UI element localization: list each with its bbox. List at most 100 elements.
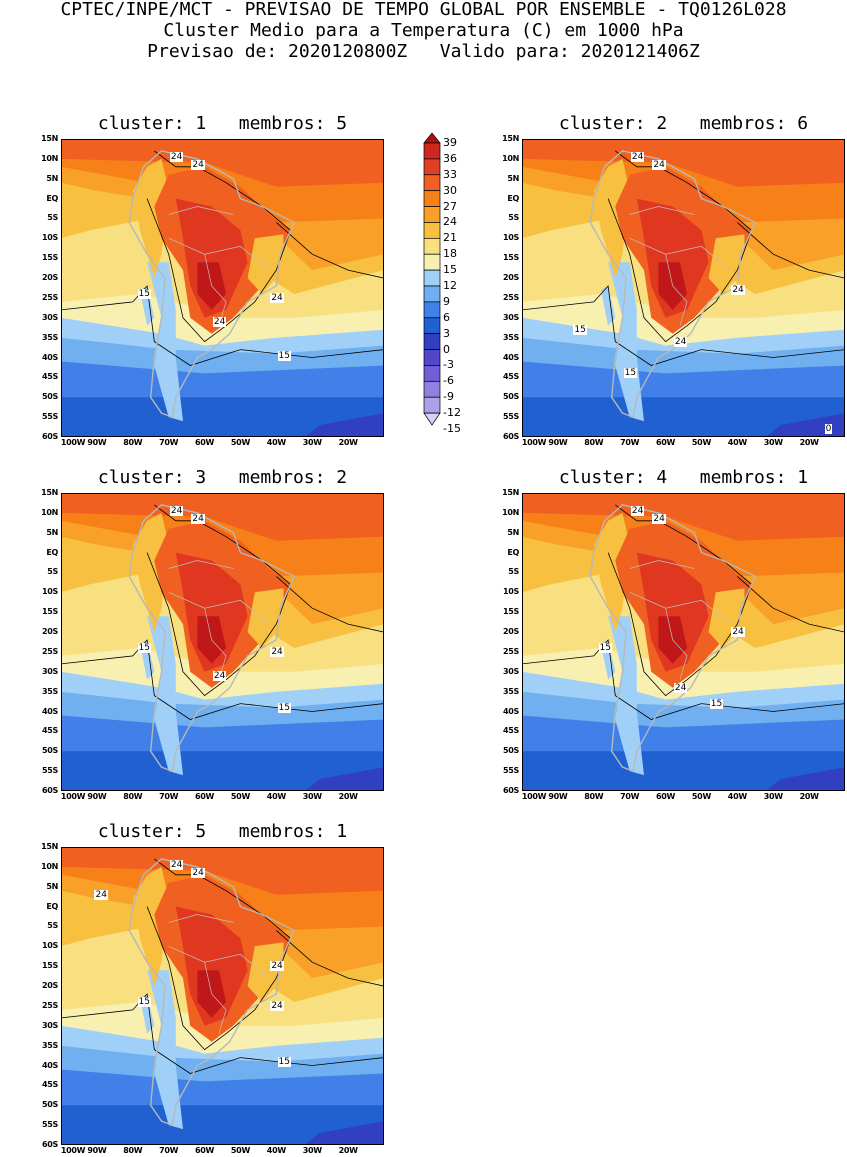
lon-tick-label: 20W bbox=[338, 1146, 358, 1155]
contour-label: 24 bbox=[270, 1000, 284, 1011]
lon-tick-label: 80W bbox=[123, 438, 143, 447]
lat-tick-label: 15S bbox=[42, 253, 58, 263]
andes-south bbox=[147, 970, 183, 1130]
map-panel bbox=[61, 493, 384, 791]
coastline bbox=[589, 150, 757, 419]
map-frame bbox=[61, 847, 384, 1145]
lon-tick-label: 50W bbox=[230, 1146, 250, 1155]
lon-tick-label: 90W bbox=[87, 438, 107, 447]
contour-label: 24 bbox=[169, 151, 184, 162]
lat-tick-label: 20S bbox=[503, 627, 519, 637]
colorbar-swatch bbox=[423, 142, 441, 160]
lon-tick-label: 40W bbox=[266, 438, 286, 447]
lon-tick-label: 60W bbox=[195, 438, 215, 447]
lon-tick-label: 40W bbox=[266, 1146, 286, 1155]
border-line bbox=[665, 254, 688, 326]
contour-label: 24 bbox=[630, 151, 645, 162]
contour-24-ocean bbox=[737, 576, 845, 633]
lat-tick-label: 5S bbox=[47, 567, 58, 577]
lat-tick-label: 40S bbox=[42, 706, 58, 716]
lat-tick-label: 25S bbox=[503, 646, 519, 656]
border-line bbox=[168, 591, 270, 625]
border-line bbox=[168, 914, 234, 923]
lat-tick-label: 45S bbox=[42, 1080, 58, 1090]
contour-15 bbox=[522, 285, 845, 366]
lat-tick-label: 5S bbox=[47, 921, 58, 931]
colorbar-swatch bbox=[423, 237, 441, 255]
colorbar-level-label: -15 bbox=[443, 422, 461, 435]
lon-tick-label: 60W bbox=[195, 792, 215, 801]
colorbar-swatch bbox=[423, 301, 441, 319]
colorbar-swatch bbox=[423, 222, 441, 239]
colorbar-swatch bbox=[423, 365, 441, 382]
map-panel bbox=[522, 493, 845, 791]
contour-24-ocean bbox=[276, 222, 384, 279]
colorbar-swatches bbox=[423, 133, 441, 426]
lat-tick-label: 20S bbox=[42, 981, 58, 991]
contour-label: 15 bbox=[598, 642, 612, 653]
cold-corner bbox=[766, 767, 845, 791]
map-frame bbox=[61, 493, 384, 791]
lat-tick-label: 15N bbox=[41, 488, 58, 497]
colorbar-swatch bbox=[423, 317, 441, 335]
colorbar-swatch bbox=[423, 396, 441, 414]
contour-24-ocean bbox=[276, 930, 384, 987]
lat-tick-label: 50S bbox=[42, 392, 58, 402]
lat-tick-label: 30S bbox=[42, 312, 58, 322]
colorbar-swatch bbox=[423, 158, 441, 176]
lat-tick-label: 20S bbox=[503, 273, 519, 283]
lat-tick-label: 55S bbox=[42, 412, 58, 422]
border-line bbox=[204, 608, 227, 680]
contour-label: 15 bbox=[277, 1056, 291, 1067]
lat-tick-label: 15S bbox=[42, 607, 58, 617]
contour-label: 24 bbox=[212, 316, 227, 327]
cold-corner bbox=[305, 767, 384, 791]
map-panel bbox=[61, 847, 384, 1145]
lon-tick-label: 20W bbox=[338, 438, 358, 447]
lat-tick-label: 15N bbox=[41, 134, 58, 143]
coastline bbox=[128, 504, 296, 773]
lon-tick-label: 90W bbox=[548, 792, 568, 801]
colorbar-swatch bbox=[423, 349, 441, 366]
panel-title: cluster: 5 membros: 1 bbox=[97, 821, 348, 842]
lat-tick-label: EQ bbox=[46, 901, 58, 911]
map-panel bbox=[522, 139, 845, 437]
lon-tick-label: 70W bbox=[159, 1146, 179, 1155]
border-line bbox=[629, 237, 731, 271]
colorbar-level-label: 30 bbox=[443, 183, 457, 197]
lat-tick-label: 5S bbox=[508, 567, 519, 577]
lat-tick-label: 15S bbox=[503, 253, 519, 263]
coastline bbox=[128, 858, 296, 1127]
andes-south bbox=[147, 262, 183, 422]
brazil-highlands bbox=[708, 234, 745, 294]
lat-tick-label: 55S bbox=[42, 1120, 58, 1130]
contour-label: 24 bbox=[191, 513, 205, 524]
andes-north bbox=[593, 512, 630, 633]
colorbar-swatch bbox=[423, 206, 441, 223]
map-frame bbox=[522, 493, 845, 791]
contour-label: 24 bbox=[731, 284, 745, 295]
colorbar-swatch bbox=[423, 253, 441, 271]
contour-label: 24 bbox=[731, 627, 745, 638]
colorbar-level-label: 24 bbox=[443, 215, 457, 229]
border-line bbox=[204, 962, 227, 1034]
contour-label: 24 bbox=[673, 682, 688, 693]
lon-tick-label: 100W bbox=[521, 792, 547, 801]
lat-tick-label: 15N bbox=[502, 134, 519, 143]
contour-label: 15 bbox=[623, 368, 638, 379]
continent-hot bbox=[636, 552, 709, 672]
lon-tick-label: 20W bbox=[338, 792, 358, 801]
continent-hot bbox=[636, 198, 709, 318]
lon-tick-label: 70W bbox=[159, 792, 179, 801]
lat-tick-label: 60S bbox=[42, 432, 58, 441]
colorbar-swatch bbox=[423, 190, 441, 207]
andes-north bbox=[132, 866, 169, 987]
lat-tick-label: 50S bbox=[503, 392, 519, 402]
colorbar-level-label: 21 bbox=[443, 231, 457, 245]
border-line bbox=[204, 254, 227, 326]
lat-tick-label: 5N bbox=[46, 527, 58, 537]
lat-tick-label: 10S bbox=[503, 587, 519, 597]
main-title-line1: CPTEC/INPE/MCT - PREVISAO DE TEMPO GLOBA… bbox=[60, 0, 787, 20]
border-line bbox=[629, 591, 731, 625]
lat-tick-label: 15S bbox=[503, 607, 519, 617]
